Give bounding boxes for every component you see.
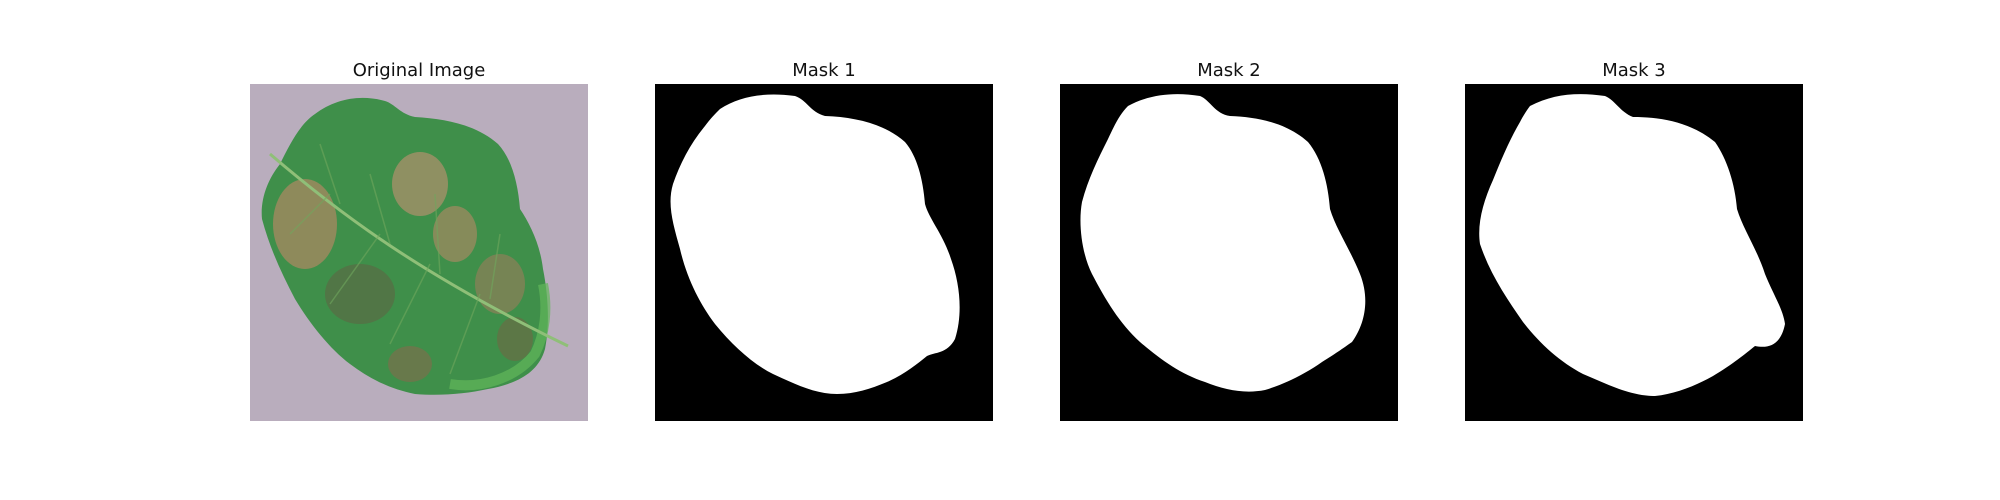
mask-3-foreground: [1479, 94, 1785, 396]
original-image-panel: Original Image: [250, 58, 588, 421]
mask-3-panel: Mask 3: [1465, 58, 1803, 421]
lesion-6: [388, 346, 432, 382]
panel-title-mask-1: Mask 1: [792, 60, 856, 81]
leaf-edge-highlight: [449, 283, 551, 391]
mask-1-image: [655, 84, 993, 421]
lesion-7: [497, 317, 533, 361]
mask-1-panel: Mask 1: [655, 58, 993, 421]
mask-1-foreground: [670, 94, 960, 395]
lesion-4: [325, 264, 395, 324]
lesion-3: [433, 206, 477, 262]
leaf-shape: [261, 97, 548, 395]
mask-2-image: [1060, 84, 1398, 421]
lesion-5: [475, 254, 525, 314]
lesion-2: [392, 152, 448, 216]
panel-title-mask-2: Mask 2: [1197, 60, 1261, 81]
mask-2-foreground: [1080, 94, 1366, 392]
mask-2-panel: Mask 2: [1060, 58, 1398, 421]
leaf-veins: [289, 143, 501, 375]
leaf-photo: [250, 84, 588, 421]
mask-3-image: [1465, 84, 1803, 421]
lesion-1: [273, 179, 337, 269]
panel-title-original-image: Original Image: [352, 60, 486, 81]
panel-title-mask-3: Mask 3: [1602, 60, 1666, 81]
leaf-midrib: [269, 152, 569, 348]
